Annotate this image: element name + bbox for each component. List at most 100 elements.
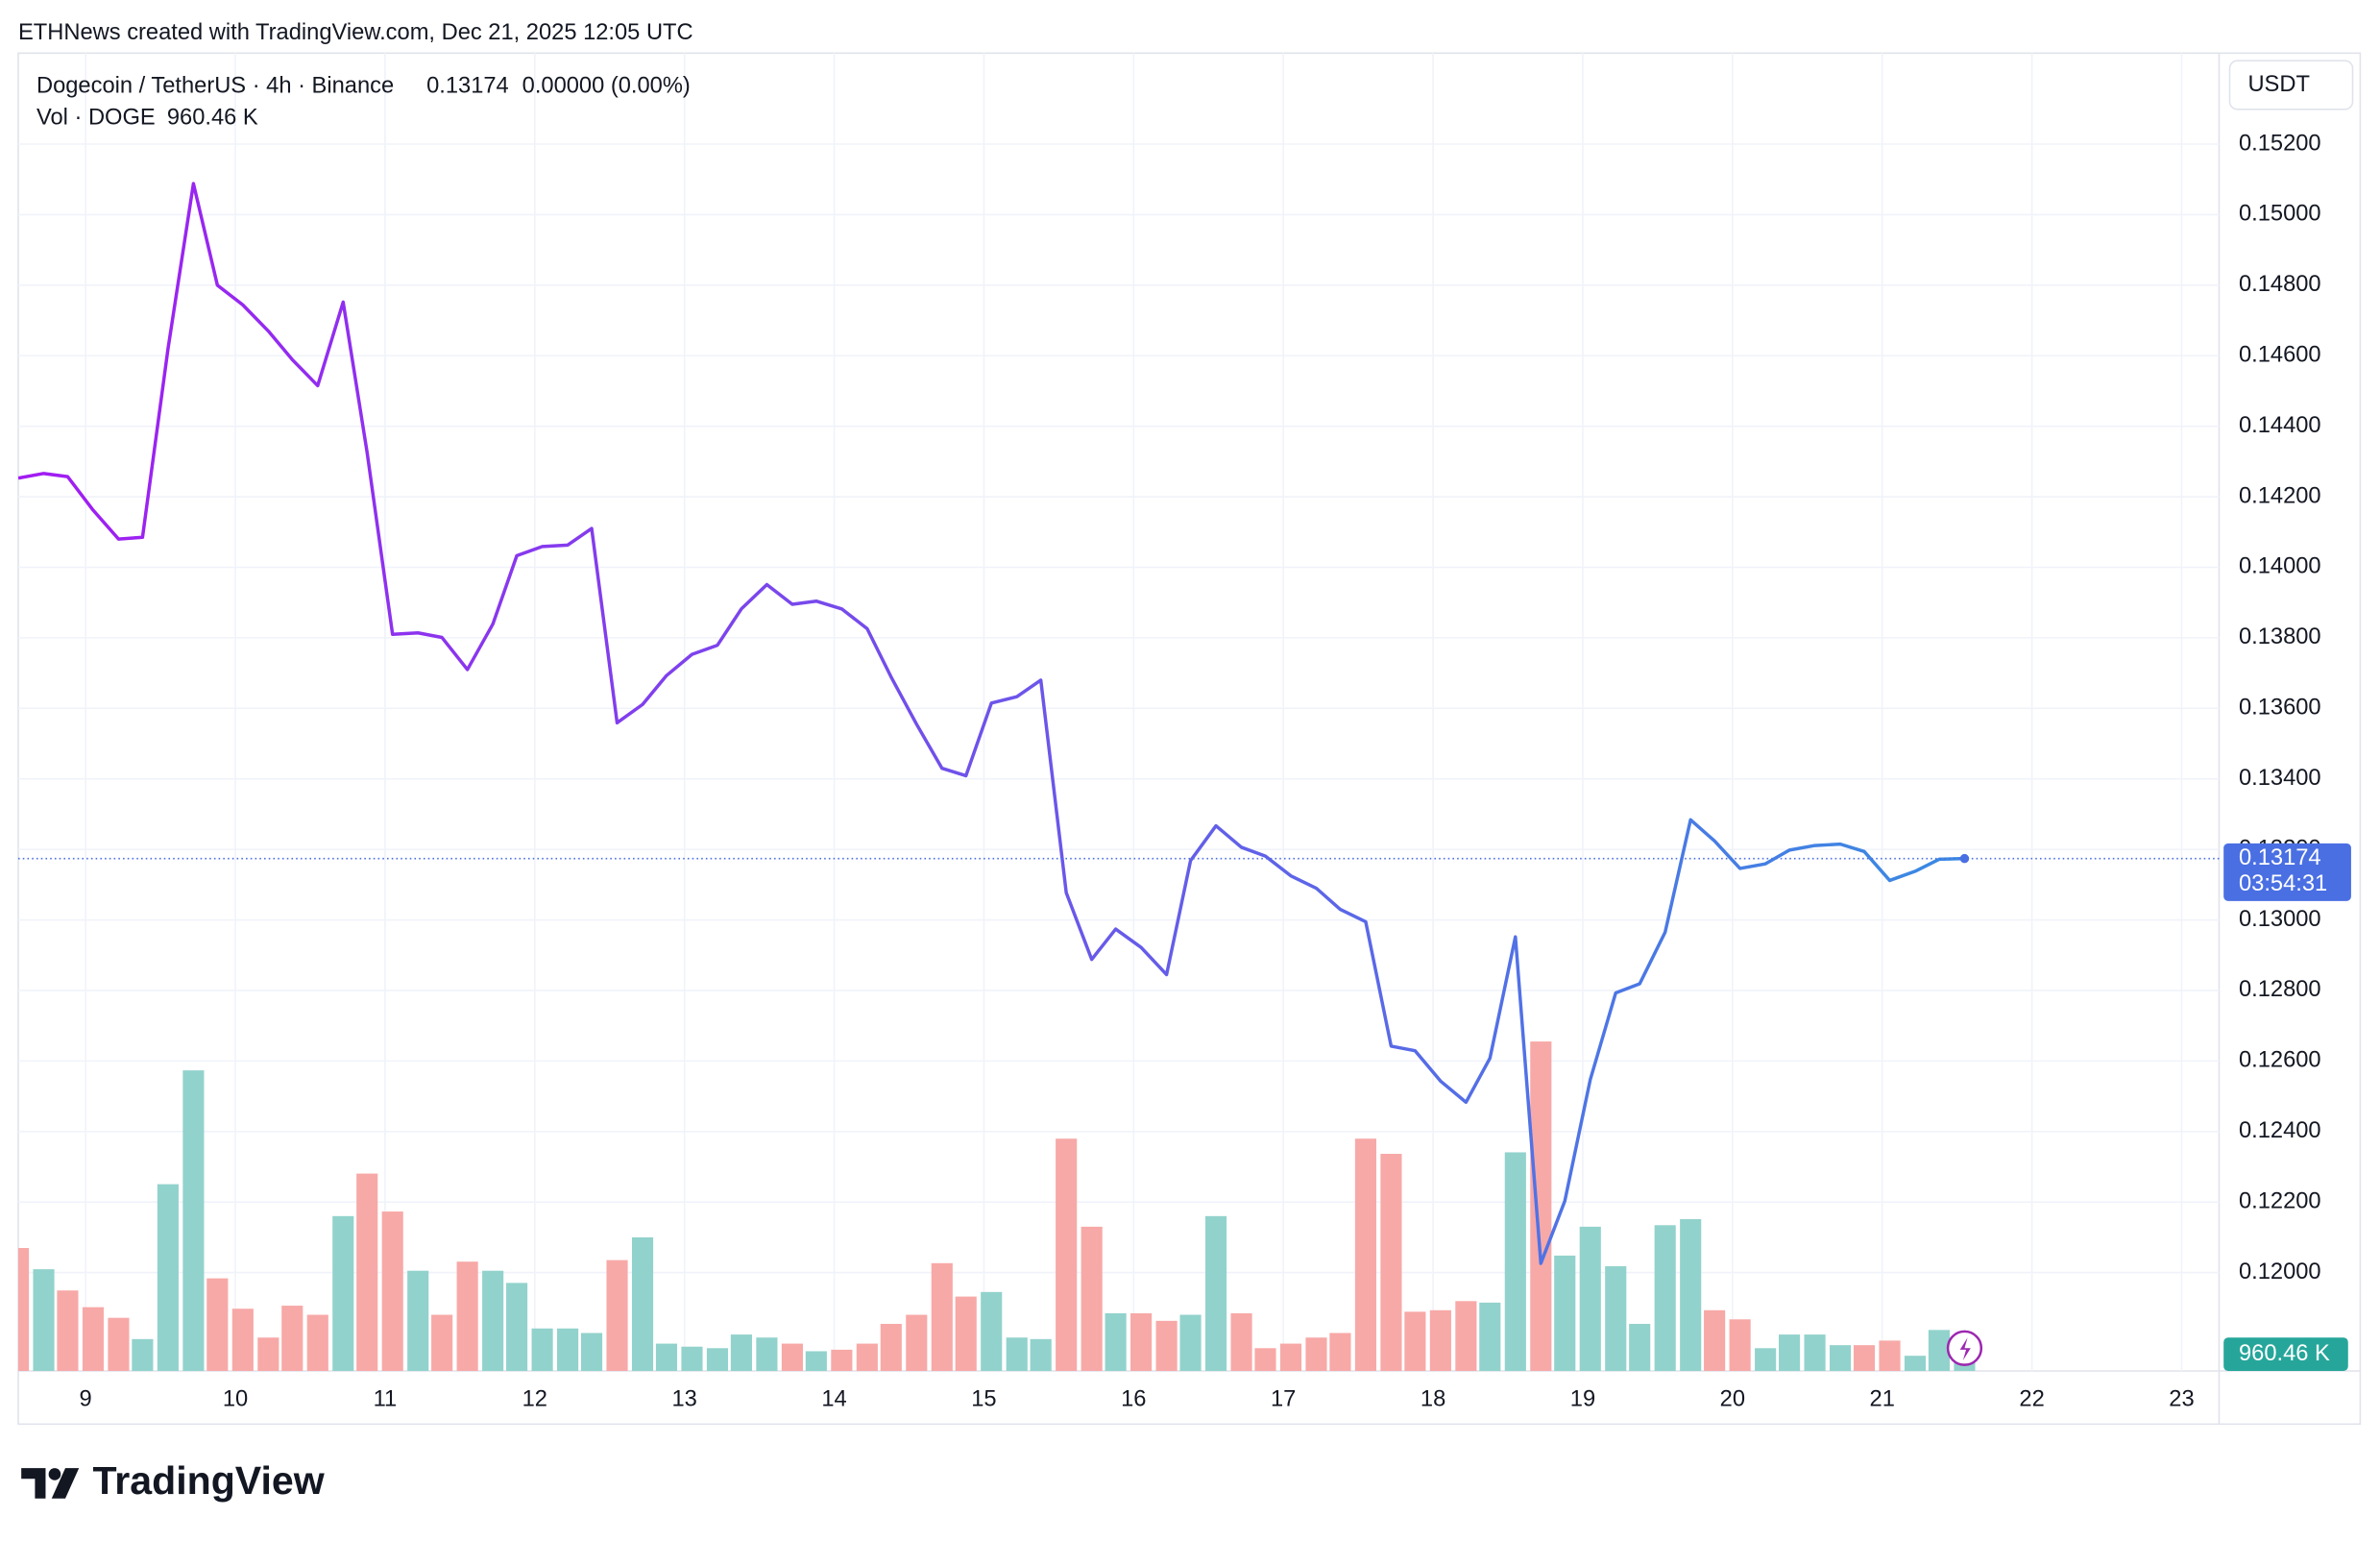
y-tick-label: 0.12200 — [2239, 1188, 2321, 1213]
volume-bar — [1380, 1154, 1402, 1372]
volume-bar — [1804, 1334, 1826, 1372]
x-tick-label: 19 — [1570, 1386, 1595, 1411]
volume-bar — [1006, 1337, 1028, 1372]
volume-bar — [756, 1337, 778, 1372]
x-tick-label: 14 — [821, 1386, 846, 1411]
volume-bar — [1654, 1225, 1676, 1372]
volume-bar — [1081, 1226, 1103, 1372]
y-tick-label: 0.15200 — [2239, 131, 2321, 156]
currency-box[interactable] — [2228, 60, 2354, 110]
volume-bar — [306, 1314, 328, 1372]
volume-bar — [82, 1307, 105, 1372]
volume-bar — [431, 1314, 453, 1372]
volume-bar — [1204, 1215, 1227, 1372]
price-layer — [18, 182, 2220, 1265]
volume-bar — [1729, 1319, 1751, 1372]
brand-name: TradingView — [92, 1458, 325, 1503]
volume-bar — [1830, 1345, 1852, 1372]
x-tick-label: 22 — [2019, 1386, 2044, 1411]
y-tick-label: 0.12400 — [2239, 1118, 2321, 1143]
volume-bar — [906, 1314, 928, 1372]
y-tick-label: 0.14400 — [2239, 413, 2321, 438]
logo-glyph — [51, 1468, 80, 1499]
y-tick-label: 0.13400 — [2239, 766, 2321, 791]
volume-layer — [18, 1041, 1976, 1372]
volume-bar — [257, 1337, 279, 1372]
y-tick-label: 0.13000 — [2239, 907, 2321, 932]
volume-bar — [681, 1346, 703, 1372]
volume-bar — [1254, 1348, 1276, 1372]
symbol-title: Dogecoin / TetherUS · 4h · Binance — [36, 73, 394, 98]
volume-bar — [1504, 1152, 1526, 1372]
volume-bar — [57, 1290, 79, 1372]
volume-bar — [332, 1215, 354, 1372]
volume-tag-label: 960.46 K — [2239, 1341, 2330, 1366]
countdown: 03:54:31 — [2239, 871, 2327, 896]
volume-title: Vol · DOGE — [36, 106, 156, 131]
volume-bar — [33, 1269, 55, 1372]
volume-bar — [456, 1261, 478, 1372]
volume-bar — [18, 1248, 30, 1372]
last-price-dot — [1959, 853, 1970, 864]
volume-bar — [1155, 1320, 1178, 1372]
volume-bar — [805, 1351, 827, 1372]
y-tick-label: 0.13800 — [2239, 624, 2321, 649]
logo-glyph — [48, 1468, 61, 1480]
volume-bar — [381, 1211, 403, 1372]
volume-bar — [1429, 1309, 1451, 1372]
x-tick-label: 15 — [971, 1386, 996, 1411]
volume-bar — [482, 1270, 504, 1372]
volume-bar — [730, 1334, 752, 1372]
volume-bar — [831, 1349, 853, 1372]
volume-bar — [1779, 1334, 1801, 1372]
volume-bar — [1455, 1301, 1477, 1372]
volume-tag — [2223, 1337, 2348, 1372]
volume-bar — [407, 1270, 429, 1372]
y-tick-label: 0.12800 — [2239, 977, 2321, 1002]
price-line — [18, 182, 1965, 1265]
volume-bar — [706, 1348, 729, 1372]
logo-glyph — [21, 1468, 46, 1499]
volume-bar — [1579, 1226, 1601, 1372]
volume-bar — [506, 1283, 528, 1372]
volume-bar — [281, 1306, 304, 1372]
x-tick-label: 17 — [1271, 1386, 1296, 1411]
y-tick-label: 0.14600 — [2239, 343, 2321, 368]
volume-bar — [231, 1309, 254, 1372]
x-tick-label: 12 — [522, 1386, 547, 1411]
volume-bar — [1404, 1311, 1426, 1372]
volume-bar — [1030, 1338, 1052, 1372]
volume-bar — [1329, 1333, 1351, 1372]
volume-bar — [1479, 1302, 1501, 1372]
credit: ETHNews created with TradingView.com, De… — [18, 20, 693, 45]
volume-bar — [1904, 1356, 1927, 1372]
volume-bar — [206, 1278, 229, 1372]
volume-bar — [955, 1296, 977, 1372]
volume-bar — [557, 1328, 579, 1372]
volume-bar — [1056, 1138, 1078, 1372]
volume-bar — [1105, 1312, 1127, 1372]
currency[interactable]: USDT — [2247, 72, 2309, 97]
volume-bar — [356, 1173, 378, 1372]
volume-bar — [606, 1260, 628, 1372]
x-tick-label: 10 — [223, 1386, 248, 1411]
axes: 0.15200 0.15000 0.14800 0.14600 0.14400 0.142… — [80, 131, 2321, 1411]
volume-bar — [781, 1343, 803, 1372]
y-tick-label: 0.14000 — [2239, 554, 2321, 579]
y-tick-label: 0.15000 — [2239, 202, 2321, 227]
x-tick-label: 16 — [1121, 1386, 1146, 1411]
last-price: 0.13174 — [426, 73, 509, 98]
volume-bar — [1629, 1324, 1651, 1372]
live-icon — [1959, 1337, 1971, 1360]
volume-bar — [132, 1338, 154, 1372]
volume-bar — [580, 1333, 603, 1372]
y-tick-label: 0.12000 — [2239, 1260, 2321, 1284]
volume-bar — [157, 1184, 179, 1372]
volume-bar — [1279, 1343, 1302, 1372]
volume-bar — [931, 1262, 953, 1372]
y-tick-label: 0.13600 — [2239, 696, 2321, 721]
volume-bar — [531, 1328, 553, 1372]
